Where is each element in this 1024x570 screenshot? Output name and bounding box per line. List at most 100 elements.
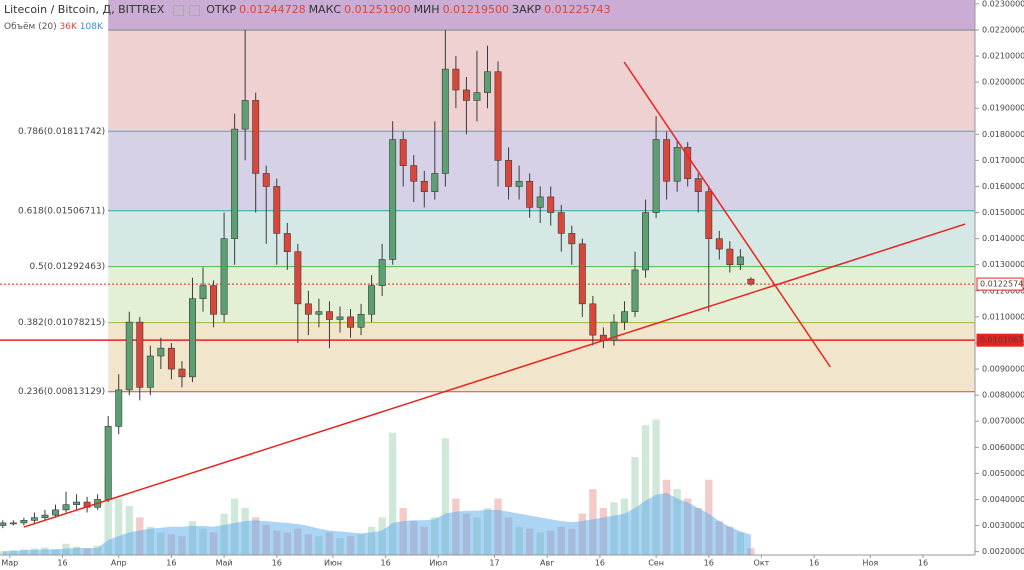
candle-body [452,68,460,91]
volume-bar [641,425,650,555]
volume-bar [104,474,112,555]
fib-band [108,266,975,323]
candle-body [30,517,38,521]
candle-body [73,501,81,505]
candle-body [389,139,397,260]
fib-label: 0.5(0.01292463) [29,262,105,272]
x-tick-label: 16 [704,559,714,568]
volume-bar [125,506,133,555]
candle-body [663,139,671,182]
candle-body [441,68,449,174]
ohlc-value: 0.01244728 [239,3,306,16]
ohlc-value: 0.01225743 [544,3,611,16]
candle-body [621,311,628,323]
candle-body [178,368,186,378]
fib-band [108,322,975,392]
fib-label: 0.618(0.01506711) [18,206,105,216]
price-label: 0.01225743 [980,280,1024,289]
fib-label: 0.236(0.00813129) [18,387,105,397]
candle-body [368,285,376,315]
candle-body [484,71,491,93]
candle-body [642,212,650,271]
candle-body [410,165,418,182]
candle-body [462,89,470,101]
candle-body [262,173,270,187]
candle-body [252,100,260,174]
fib-band [108,29,975,132]
candle-body [199,285,207,299]
candle-body [52,509,59,516]
candle-body [547,196,555,213]
candle-body [684,147,692,179]
candle-body [747,278,755,285]
candle-body [62,504,70,511]
candle-body [231,128,239,239]
volume-bar [388,432,397,555]
candle-body [146,355,154,388]
volume-legend: Объём (20) 36K 108K [4,22,103,32]
candle-body [125,321,133,391]
candle-body [726,248,734,266]
candle-body [0,522,7,526]
x-tick-label: Мар [1,559,18,568]
x-tick-label: Май [216,559,233,568]
x-tick-label: Апр [111,559,127,568]
candle-body [610,321,618,341]
candle-body [589,303,597,336]
price-label-box [976,333,1024,347]
candle-body [568,233,576,245]
icon[interactable] [172,4,184,16]
x-tick-label: Окт [754,559,770,568]
x-tick-label: Авг [540,559,554,568]
candle-body [220,238,228,315]
volume-bar [652,419,660,555]
ohlc-name: МАКС [308,3,342,16]
trend-line [23,223,966,528]
volume-ma [2,492,751,555]
candle-body [578,243,586,305]
candle-body [347,316,354,328]
candle-body [167,347,175,370]
candle-body [494,71,502,161]
x-tick-label: 16 [272,559,282,568]
candle-body [673,147,681,182]
volume-name: Объём (20) [4,22,57,32]
candle-body [557,212,565,234]
candle-body [315,311,323,315]
x-tick-label: Июл [429,559,447,568]
fib-label: 0.382(0.01078215) [18,318,105,328]
ohlc-value: 0.01251900 [344,3,411,16]
candle-body [304,303,312,315]
time-axis [0,555,975,570]
ohlc-value: 0.01219500 [442,3,510,16]
candle-body [115,389,123,427]
candle-body [705,191,713,239]
candle-body [20,520,28,524]
candle-body [515,180,523,187]
candle-body [420,180,428,192]
trend-line [623,61,831,368]
x-tick-label: 17 [489,559,499,568]
x-tick-label: 16 [595,559,605,568]
icon[interactable] [188,4,200,16]
fib-band [108,0,975,30]
volume-ma: 108K [79,22,103,32]
candle-body [157,347,165,357]
candle-body [694,178,702,192]
candle-body [399,139,407,166]
x-tick-label: Ноя [862,559,878,568]
candle-body [283,233,291,252]
